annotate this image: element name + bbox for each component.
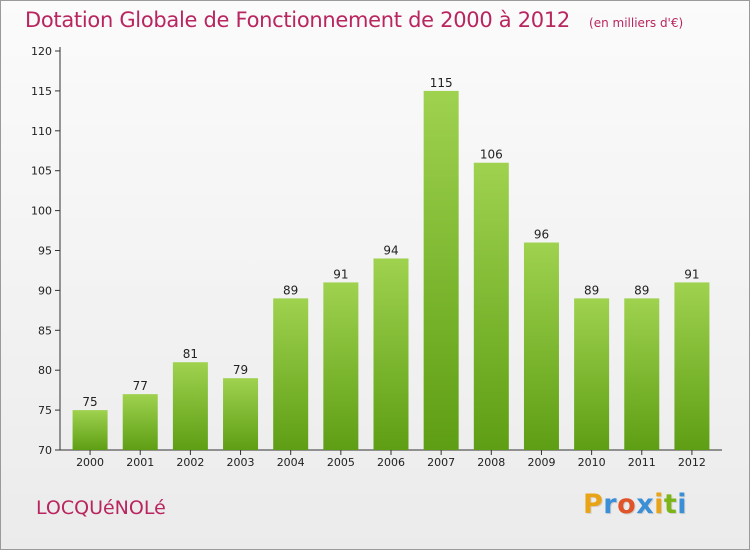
bar: [172, 362, 208, 450]
data-label: 79: [233, 363, 248, 377]
bar: [72, 410, 108, 450]
y-tick-label: 120: [31, 45, 52, 58]
y-tick-label: 105: [31, 165, 52, 178]
bar: [423, 90, 459, 451]
x-tick-label: 2003: [227, 456, 255, 469]
commune-name: LOCQUéNOLé: [36, 497, 166, 519]
y-tick-label: 115: [31, 85, 52, 98]
chart-subtitle: (en milliers d'€): [589, 16, 684, 30]
x-tick-label: 2004: [277, 456, 305, 469]
bar: [523, 242, 559, 450]
y-tick-label: 75: [38, 404, 52, 417]
x-tick-label: 2000: [76, 456, 104, 469]
x-tick-label: 2012: [678, 456, 706, 469]
bar: [624, 298, 660, 450]
x-tick-label: 2006: [377, 456, 405, 469]
data-label: 91: [333, 267, 348, 281]
bar: [574, 298, 610, 450]
data-label: 91: [684, 267, 699, 281]
x-tick-label: 2010: [578, 456, 606, 469]
x-tick-label: 2011: [628, 456, 656, 469]
x-tick-label: 2008: [477, 456, 505, 469]
bar: [373, 258, 409, 450]
x-tick-label: 2001: [126, 456, 154, 469]
x-tick-label: 2002: [176, 456, 204, 469]
data-label: 75: [82, 395, 97, 409]
title-block: Dotation Globale de Fonctionnement de 20…: [25, 8, 683, 32]
y-tick-label: 100: [31, 205, 52, 218]
logo-letter: o: [617, 489, 637, 520]
bar: [674, 282, 710, 450]
logo-letter: i: [654, 489, 664, 520]
bar: [323, 282, 359, 450]
data-label: 94: [383, 243, 398, 257]
data-label: 96: [534, 228, 549, 242]
data-label: 89: [634, 283, 649, 297]
bar: [223, 378, 259, 450]
y-tick-label: 110: [31, 125, 52, 138]
logo-letter: r: [603, 489, 618, 520]
bar: [122, 394, 158, 450]
x-tick-label: 2009: [527, 456, 555, 469]
bar: [473, 162, 509, 450]
x-tick-label: 2005: [327, 456, 355, 469]
data-label: 77: [133, 379, 148, 393]
data-label: 106: [480, 148, 503, 162]
data-label: 89: [584, 283, 599, 297]
data-label: 115: [430, 76, 453, 90]
y-tick-label: 85: [38, 324, 52, 337]
logo-letter: P: [583, 489, 604, 520]
logo-letter: x: [636, 489, 655, 520]
data-label: 89: [283, 283, 298, 297]
data-label: 81: [183, 347, 198, 361]
proxiti-logo[interactable]: Proxiti: [583, 489, 687, 520]
bar: [273, 298, 309, 450]
y-tick-label: 80: [38, 364, 52, 377]
y-tick-label: 90: [38, 284, 52, 297]
y-tick-label: 70: [38, 444, 52, 457]
logo-letter: i: [677, 489, 688, 520]
logo-letter: t: [663, 489, 678, 520]
chart-title: Dotation Globale de Fonctionnement de 20…: [25, 8, 570, 32]
y-tick-label: 95: [38, 245, 52, 258]
x-tick-label: 2007: [427, 456, 455, 469]
